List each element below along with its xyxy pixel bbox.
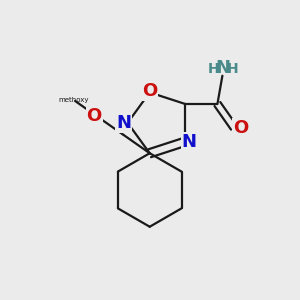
Text: H: H xyxy=(227,62,239,76)
Text: methoxy: methoxy xyxy=(58,97,89,103)
Text: O: O xyxy=(142,82,157,100)
Text: O: O xyxy=(233,118,248,136)
Text: N: N xyxy=(116,114,131,132)
Text: H: H xyxy=(208,62,219,76)
Text: O: O xyxy=(86,107,102,125)
Text: N: N xyxy=(216,59,231,77)
Text: N: N xyxy=(182,133,197,151)
